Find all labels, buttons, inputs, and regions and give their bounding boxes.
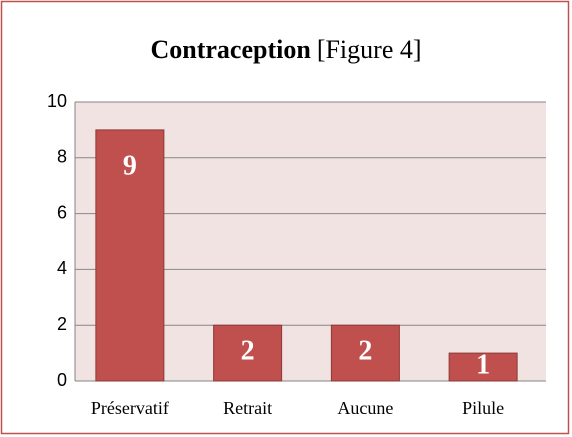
y-tick-label: 10	[47, 91, 67, 111]
x-tick-label: Préservatif	[91, 398, 169, 418]
y-tick-label: 6	[57, 202, 67, 222]
x-tick-label: Pilule	[462, 398, 504, 418]
data-label: 2	[358, 336, 372, 367]
bar	[213, 324, 283, 382]
y-tick-label: 8	[57, 147, 67, 167]
x-tick-label: Retrait	[223, 398, 272, 418]
y-tick-label: 2	[57, 314, 67, 334]
y-tick-label: 0	[57, 370, 67, 390]
bar	[330, 324, 400, 382]
chart-title-line: Contraception [Figure 4]	[150, 35, 421, 64]
data-label: 9	[123, 150, 137, 181]
x-tick-label: Aucune	[337, 398, 393, 418]
bar	[95, 129, 165, 382]
data-label: 2	[241, 336, 255, 367]
data-label: 1	[476, 349, 490, 380]
chart-subtitle: [Figure 4]	[317, 35, 422, 64]
chart-title: Contraception	[150, 35, 311, 64]
bar	[448, 352, 518, 382]
y-tick-label: 4	[57, 258, 67, 278]
